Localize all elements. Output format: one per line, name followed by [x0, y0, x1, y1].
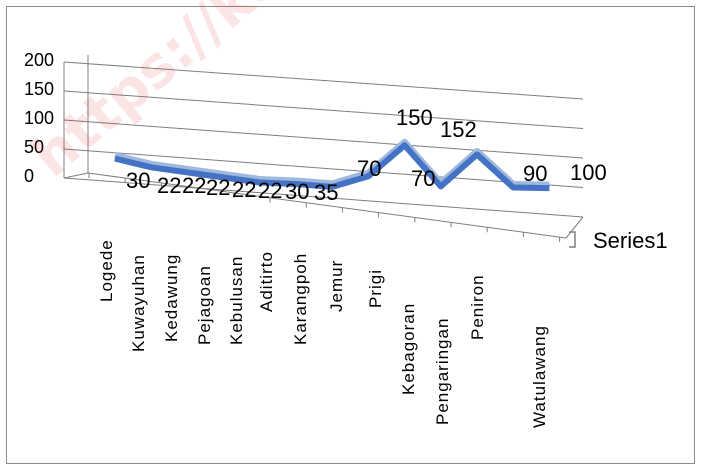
data-label: 30: [126, 168, 150, 193]
x-category-label: Kebagoran: [399, 303, 418, 395]
x-category-label: Kebulusan: [227, 256, 246, 345]
y-tick-label: 50: [24, 137, 44, 157]
legend-label-series1: Series1: [593, 228, 668, 253]
x-category-label: Pengaringan: [433, 318, 452, 425]
x-category-label: Peniron: [468, 274, 487, 340]
floor-right: [565, 216, 584, 239]
gridline: [63, 90, 584, 129]
legend: Series1: [569, 228, 668, 253]
y-tick-label: 0: [24, 166, 34, 186]
x-category-label: Kuwayuhan: [129, 254, 148, 352]
data-label: 22: [258, 178, 282, 203]
y-tick-label: 150: [24, 79, 54, 99]
x-category-label: Karangpoh: [291, 253, 310, 345]
gridline: [63, 148, 584, 188]
data-label: 100: [570, 160, 607, 185]
x-category-label: Watulawang: [530, 325, 549, 428]
data-label: 70: [357, 156, 381, 181]
series-line: [114, 138, 550, 192]
data-label: 35: [314, 180, 338, 205]
gridline: [63, 177, 584, 218]
data-label: 150: [396, 105, 433, 130]
gridline: [63, 61, 584, 100]
x-category-label: Kedawung: [162, 254, 181, 342]
data-label: 22: [206, 175, 230, 200]
data-label: 90: [523, 161, 547, 186]
floor-edge: [63, 172, 89, 179]
y-tick-label: 100: [24, 108, 54, 128]
floor-front: [87, 172, 567, 239]
data-label: 22: [157, 173, 181, 198]
data-label: 22: [182, 173, 206, 198]
data-label: 30: [285, 179, 309, 204]
y-tick-label: 200: [24, 50, 54, 70]
gridline: [63, 119, 584, 159]
x-axis-categories: Logede Kuwayuhan Kedawung Pejagoan Kebulusan…: [97, 239, 549, 428]
legend-marker: [569, 231, 576, 248]
y-axis-ticks: 200 150 100 50 0: [24, 50, 54, 186]
data-label: 152: [440, 117, 477, 142]
x-category-label: Prigi: [366, 269, 385, 308]
chart-gridlines: [63, 55, 584, 243]
x-category-label: Logede: [97, 239, 116, 302]
x-category-label: Jemur: [327, 260, 346, 312]
x-category-label: Pejagoan: [195, 265, 214, 345]
x-category-label: Aditirto: [257, 251, 276, 312]
data-label: 70: [411, 166, 435, 191]
data-label: 22: [232, 177, 256, 202]
